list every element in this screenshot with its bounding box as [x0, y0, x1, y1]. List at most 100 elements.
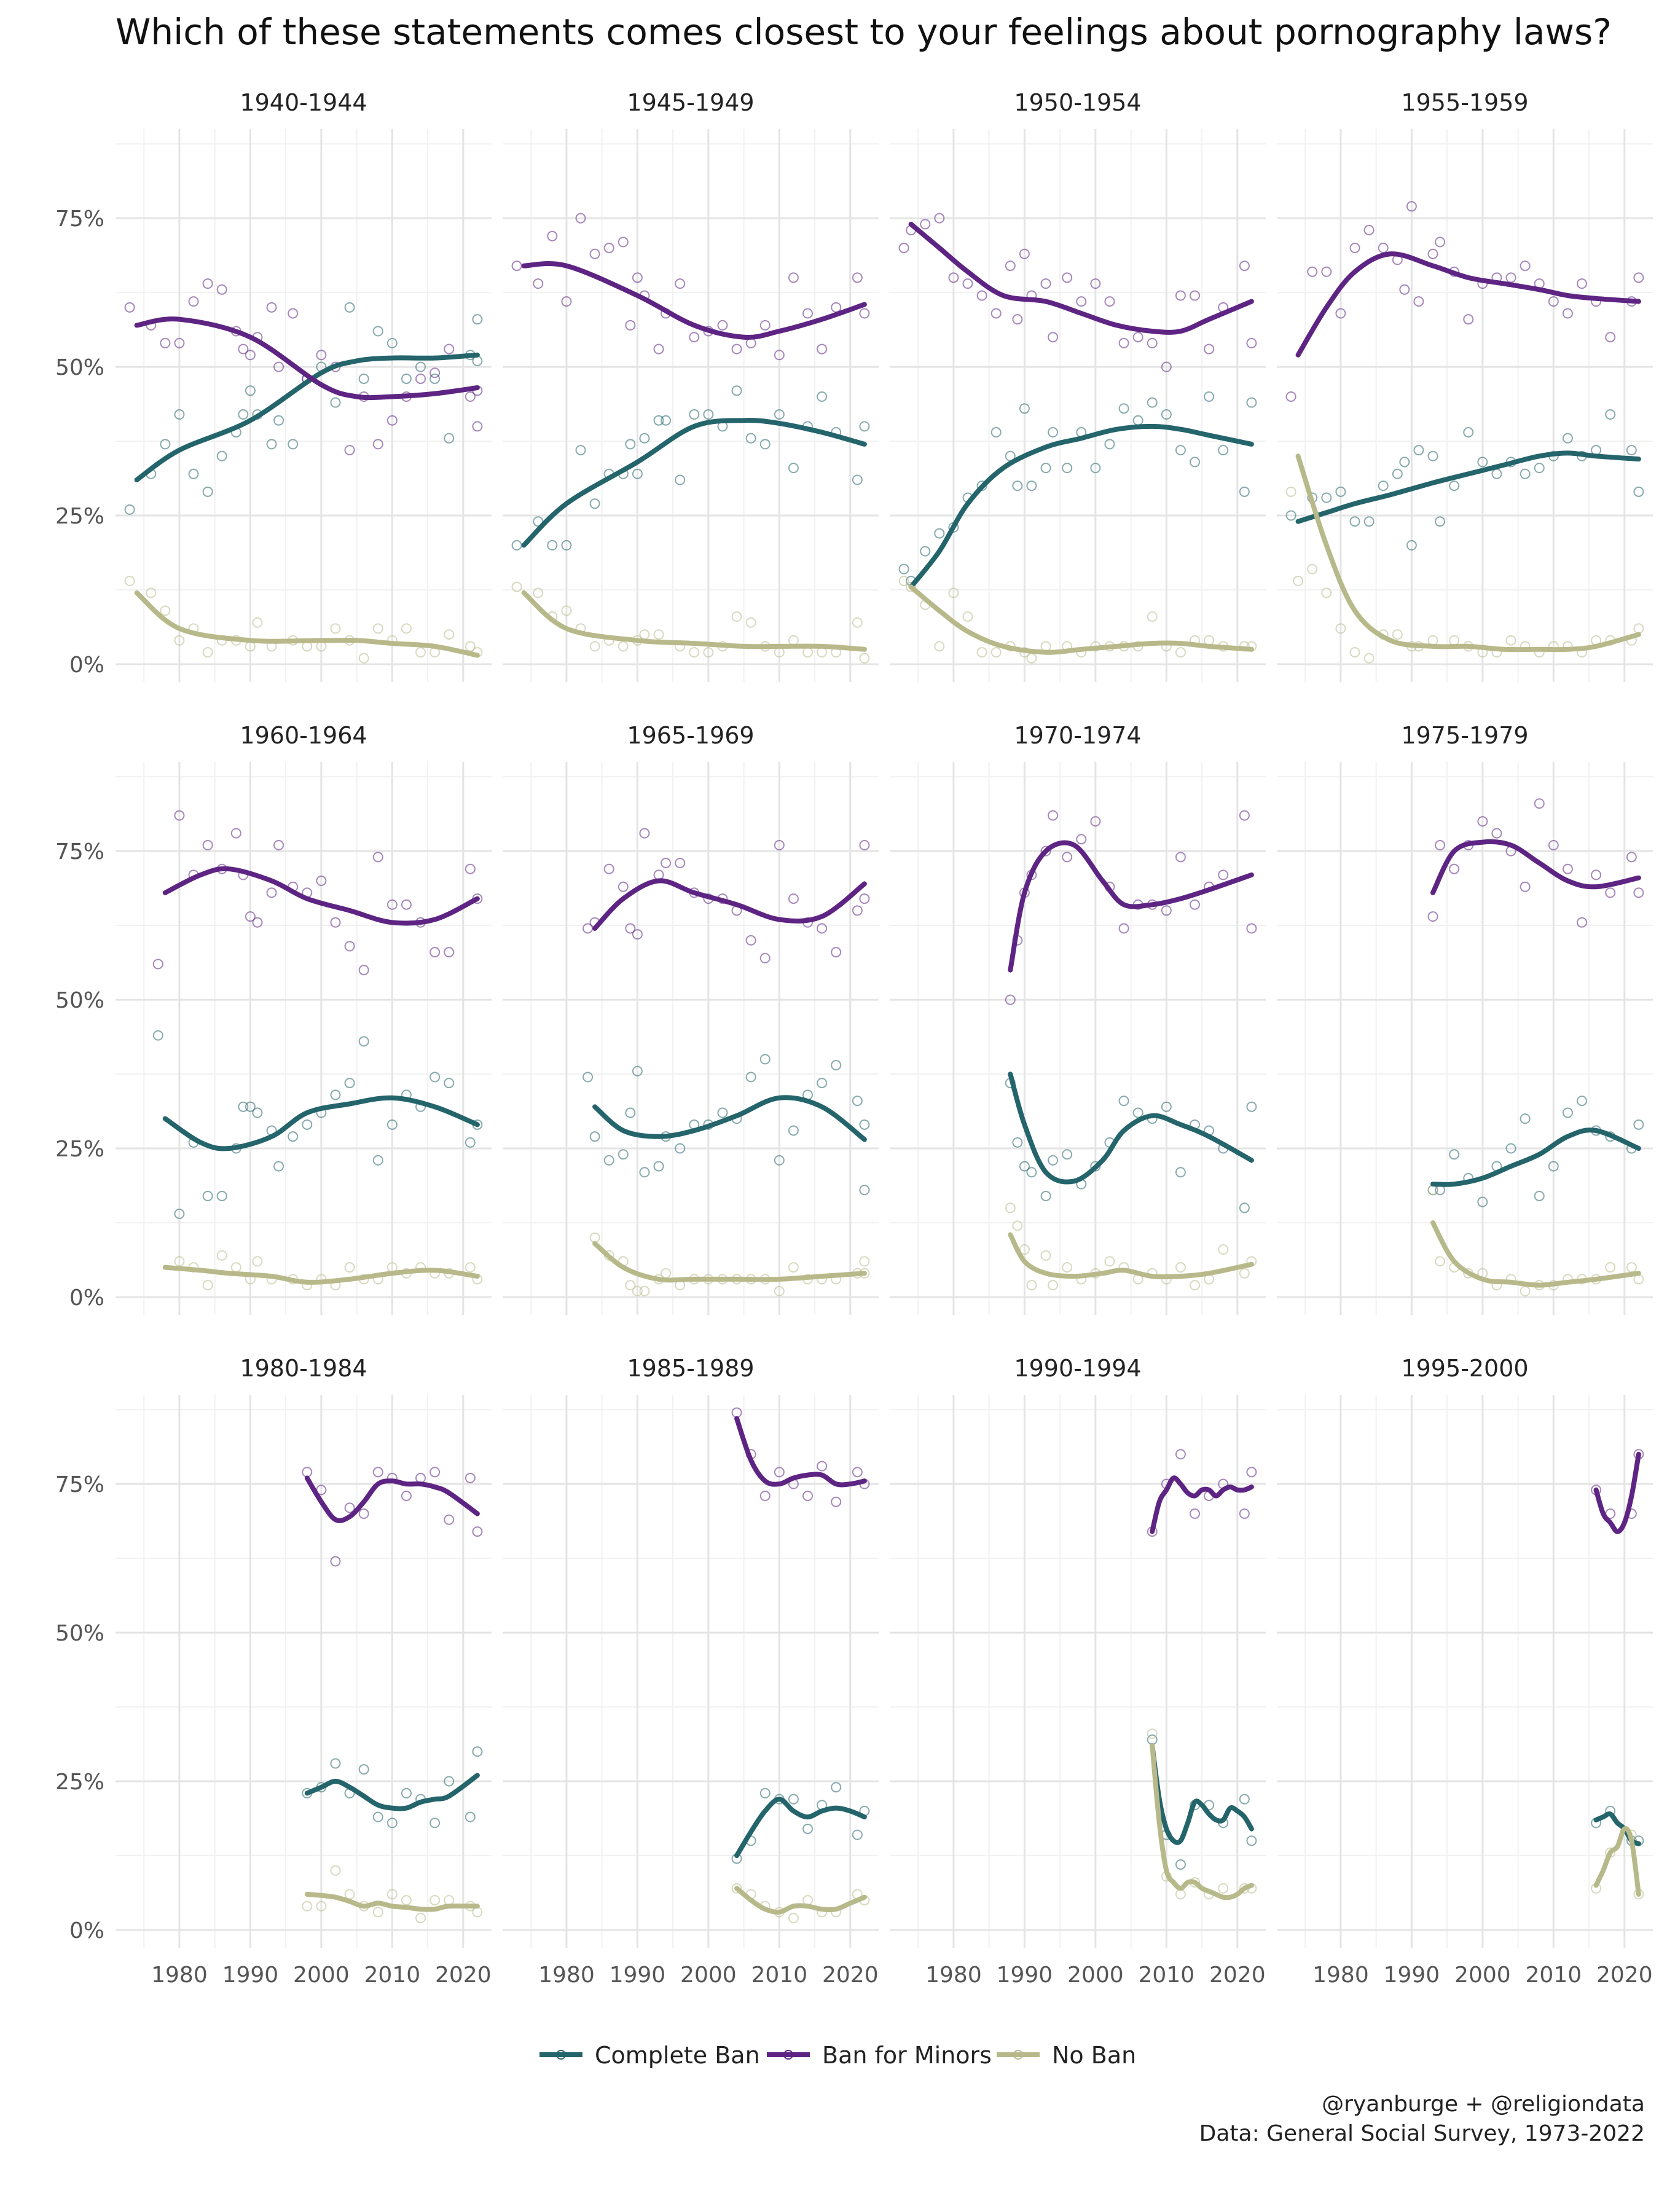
- data-point-complete: [1477, 1196, 1488, 1207]
- data-point-complete: [344, 1078, 355, 1089]
- data-point-complete: [618, 1149, 629, 1160]
- data-point-none: [859, 1256, 870, 1267]
- data-point-minors: [1363, 225, 1375, 236]
- data-point-none: [202, 1280, 213, 1291]
- data-point-none: [444, 629, 455, 640]
- data-point-none: [1040, 1250, 1051, 1261]
- trend-line-none: [1150, 1743, 1254, 1900]
- data-point-complete: [1132, 1107, 1143, 1118]
- data-point-complete: [859, 421, 870, 432]
- data-point-none: [639, 629, 650, 640]
- trend-line-minors: [1593, 1451, 1641, 1534]
- data-point-none: [330, 623, 341, 634]
- trend-line-complete: [1295, 450, 1641, 524]
- data-point-minors: [817, 1461, 828, 1472]
- data-point-minors: [1477, 816, 1488, 827]
- data-point-none: [859, 653, 870, 664]
- data-point-minors: [386, 899, 398, 910]
- data-point-complete: [152, 1030, 163, 1041]
- panel-title: 1995-2000: [1401, 1355, 1528, 1382]
- y-tick-label: 50%: [55, 1621, 104, 1646]
- data-point-complete: [1175, 1167, 1186, 1178]
- data-point-minors: [465, 863, 476, 874]
- data-point-complete: [802, 1823, 814, 1834]
- data-point-complete: [653, 415, 664, 426]
- data-point-minors: [344, 1502, 355, 1513]
- data-point-complete: [1239, 486, 1250, 497]
- data-point-minors: [188, 296, 199, 307]
- data-point-complete: [330, 1758, 341, 1769]
- data-point-complete: [1019, 403, 1030, 414]
- data-point-complete: [415, 361, 426, 372]
- data-point-complete: [582, 1072, 594, 1083]
- data-point-none: [344, 1262, 355, 1273]
- data-point-complete: [472, 355, 483, 366]
- data-point-none: [1239, 1268, 1250, 1279]
- panel-1955-1959: 1955-1959: [1277, 89, 1653, 682]
- data-point-minors: [745, 935, 756, 946]
- data-point-minors: [675, 858, 686, 869]
- data-point-complete: [372, 326, 383, 337]
- data-point-none: [415, 647, 426, 658]
- data-point-minors: [1161, 905, 1172, 916]
- data-point-none: [1626, 1262, 1637, 1273]
- data-point-none: [1026, 1280, 1037, 1291]
- data-point-minors: [859, 893, 870, 904]
- data-point-complete: [1048, 1155, 1059, 1166]
- data-point-minors: [152, 959, 163, 970]
- data-point-complete: [1505, 1143, 1516, 1154]
- trend-line-minors: [1430, 839, 1641, 895]
- data-point-minors: [632, 929, 643, 940]
- data-point-minors: [1285, 391, 1296, 402]
- data-point-minors: [372, 852, 383, 863]
- data-point-complete: [472, 1746, 483, 1757]
- trend-line-minors: [134, 316, 480, 401]
- data-point-none: [1218, 1244, 1229, 1255]
- panel-title: 1975-1979: [1401, 722, 1528, 749]
- data-point-complete: [1321, 492, 1332, 503]
- data-point-none: [689, 647, 700, 658]
- data-point-minors: [1562, 863, 1573, 874]
- data-point-complete: [852, 1096, 863, 1107]
- data-point-complete: [1633, 486, 1644, 497]
- data-point-minors: [1005, 261, 1016, 272]
- data-point-complete: [1246, 397, 1257, 408]
- data-point-none: [976, 647, 987, 658]
- data-point-none: [639, 1285, 650, 1296]
- data-point-minors: [174, 337, 185, 348]
- trend-line-minors: [1150, 1475, 1254, 1534]
- y-tick-label: 0%: [69, 1918, 104, 1943]
- data-point-minors: [401, 1491, 412, 1502]
- data-point-complete: [661, 415, 672, 426]
- data-point-complete: [238, 409, 249, 420]
- data-point-complete: [266, 439, 277, 450]
- data-point-minors: [1463, 314, 1474, 325]
- data-point-none: [1427, 635, 1438, 646]
- data-point-complete: [632, 468, 643, 479]
- data-point-none: [1147, 611, 1158, 622]
- caption-source: Data: General Social Survey, 1973-2022: [1199, 2121, 1645, 2146]
- data-point-none: [1190, 1280, 1201, 1291]
- data-point-complete: [429, 1818, 441, 1829]
- data-point-complete: [1605, 409, 1616, 420]
- data-point-none: [1218, 1883, 1229, 1894]
- data-point-minors: [1175, 852, 1186, 863]
- data-point-none: [302, 1900, 313, 1912]
- data-point-none: [817, 647, 828, 658]
- data-point-minors: [1190, 899, 1201, 910]
- data-point-complete: [731, 385, 742, 396]
- data-point-minors: [618, 237, 629, 248]
- data-point-complete: [675, 474, 686, 485]
- data-point-complete: [444, 1078, 455, 1089]
- x-tick-label: 2010: [1139, 1963, 1195, 1988]
- data-point-none: [788, 635, 799, 646]
- panel-1975-1979: 1975-1979: [1277, 722, 1653, 1315]
- legend-key-point-minors: [783, 2050, 793, 2060]
- data-point-minors: [575, 213, 586, 224]
- data-point-none: [561, 605, 572, 616]
- data-point-minors: [852, 905, 863, 916]
- trend-line-none: [592, 1241, 867, 1283]
- data-point-complete: [788, 1794, 799, 1805]
- data-point-none: [1307, 563, 1318, 575]
- data-point-minors: [1076, 834, 1087, 845]
